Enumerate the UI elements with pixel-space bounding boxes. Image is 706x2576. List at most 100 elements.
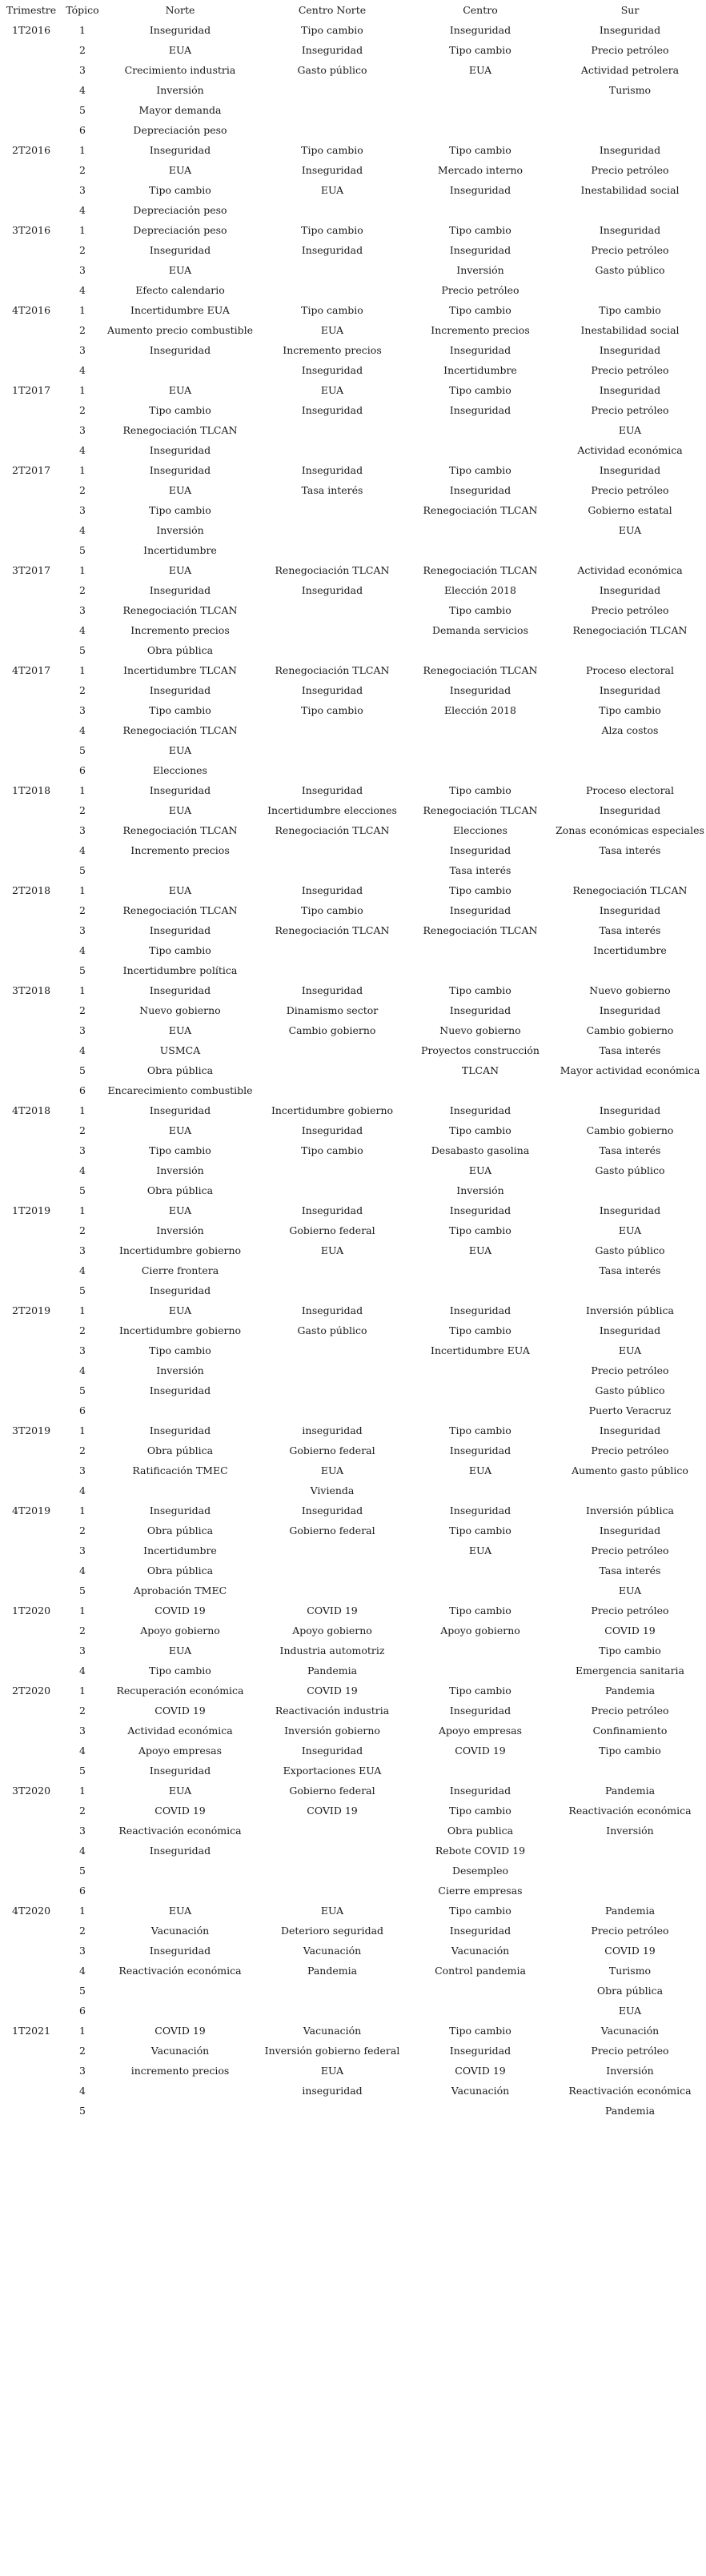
regional-topics-table: Trimestre Tópico Norte Centro Norte Cent… (0, 4, 706, 2117)
norte-cell: Obra pública (146, 1064, 214, 1076)
centro-norte-cell: Inversión gobierno (284, 1725, 380, 1737)
trimestre-cell: 4T2016 (11, 304, 51, 316)
sur-cell: Inseguridad (599, 24, 661, 36)
centro-cell (407, 420, 554, 440)
table-row: 4T2018 1 Inseguridad Incertidumbre gobierno… (0, 1100, 706, 1120)
norte-cell: USMCA (159, 1044, 201, 1056)
topico-cell: 1 (79, 784, 86, 796)
centro-norte-cell (258, 1400, 407, 1420)
norte-cell (102, 1861, 258, 1881)
norte-cell: EUA (168, 1645, 192, 1657)
centro-norte-cell: Tipo cambio (301, 304, 363, 316)
norte-cell: Apoyo gobierno (140, 1625, 220, 1637)
centro-norte-cell: EUA (320, 2065, 344, 2077)
norte-cell: Inversión (156, 524, 204, 536)
topico-cell: 4 (79, 1164, 86, 1176)
topico-cell: 5 (79, 1765, 86, 1777)
topico-cell: 5 (79, 2105, 86, 2117)
sur-cell: EUA (618, 1224, 642, 1236)
centro-norte-cell: EUA (320, 384, 344, 396)
table-row: 3 Tipo cambio Tipo cambio Elección 2018 Tipo… (0, 700, 706, 720)
centro-cell: Tasa interés (449, 864, 511, 876)
topico-cell: 1 (79, 224, 86, 236)
centro-norte-cell (258, 1040, 407, 1060)
trimestre-cell (0, 1060, 62, 1080)
centro-norte-cell (258, 1260, 407, 1280)
sur-cell: Inseguridad (599, 584, 661, 596)
trimestre-cell (0, 1641, 62, 1661)
norte-cell: Ratificación TMEC (132, 1464, 228, 1476)
centro-cell: Control pandemia (435, 1965, 526, 1977)
table-row: 4 Apoyo empresas Inseguridad COVID 19 Tipo c… (0, 1741, 706, 1761)
table-row: 4 Incremento precios Demanda servicios Rene… (0, 620, 706, 640)
table-row: 1T2018 1 Inseguridad Inseguridad Tipo cambio… (0, 780, 706, 800)
trimestre-cell (0, 1821, 62, 1841)
sur-cell: Precio petróleo (591, 1444, 669, 1456)
trimestre-cell: 1T2019 (11, 1204, 51, 1216)
topico-cell: 2 (79, 1625, 86, 1637)
sur-cell: Inversión pública (586, 1304, 674, 1316)
table-row: 4 Obra pública Tasa interés (0, 1560, 706, 1580)
trimestre-cell: 2T2017 (11, 464, 51, 476)
table-row: 2 Inseguridad Inseguridad Inseguridad Insegu… (0, 680, 706, 700)
centro-norte-cell: Gobierno federal (289, 1524, 375, 1536)
topico-cell: 5 (79, 1865, 86, 1877)
centro-norte-cell: Inseguridad (301, 404, 363, 416)
trimestre-cell (0, 640, 62, 660)
topico-cell: 4 (79, 364, 86, 376)
trimestre-cell (0, 1961, 62, 1981)
topico-cell: 2 (79, 804, 86, 816)
trimestre-cell (0, 1520, 62, 1540)
sur-cell: Aumento gasto público (572, 1464, 688, 1476)
topico-cell: 1 (79, 2025, 86, 2037)
table-row: 3 EUA Industria automotriz Tipo cambio (0, 1641, 706, 1661)
sur-cell: Alza costos (601, 724, 659, 736)
sur-cell: Proceso electoral (586, 784, 674, 796)
centro-cell: Tipo cambio (449, 1685, 511, 1697)
centro-norte-cell (258, 280, 407, 300)
topico-cell: 2 (79, 1444, 86, 1456)
table-row: 5 Inseguridad Exportaciones EUA (0, 1761, 706, 1781)
table-row: 3 EUA Cambio gobierno Nuevo gobierno Cambio … (0, 1020, 706, 1040)
topico-cell: 2 (79, 2045, 86, 2057)
topico-cell: 2 (79, 244, 86, 256)
centro-norte-cell: Vacunación (303, 2025, 362, 2037)
sur-cell (554, 1080, 706, 1100)
table-row: 4 Depreciación peso (0, 200, 706, 220)
table-row: 4 Incremento precios Inseguridad Tasa inter… (0, 840, 706, 860)
centro-norte-cell: Inseguridad (301, 1504, 363, 1516)
topico-cell: 6 (79, 1404, 86, 1416)
trimestre-cell (0, 1560, 62, 1580)
norte-cell: Incertidumbre gobierno (118, 1244, 242, 1256)
norte-cell: Renegociación TLCAN (122, 424, 238, 436)
centro-cell: Rebote COVID 19 (435, 1845, 526, 1857)
centro-cell: Apoyo gobierno (440, 1625, 520, 1637)
sur-cell: Precio petróleo (591, 364, 669, 376)
trimestre-cell (0, 800, 62, 820)
centro-norte-cell: Tasa interés (301, 484, 363, 496)
table-row: 1T2017 1 EUA EUA Tipo cambio Inseguridad (0, 380, 706, 400)
topico-cell: 3 (79, 704, 86, 716)
norte-cell: COVID 19 (154, 1805, 206, 1817)
topico-cell: 4 (79, 624, 86, 636)
sur-cell: Inseguridad (599, 384, 661, 396)
table-row: 2 Nuevo gobierno Dinamismo sector Insegurid… (0, 1000, 706, 1020)
sur-cell: Vacunación (600, 2025, 660, 2037)
norte-cell: Aumento precio combustible (106, 324, 254, 336)
sur-cell: Inseguridad (599, 1424, 661, 1436)
topico-cell: 3 (79, 184, 86, 196)
norte-cell (102, 860, 258, 880)
trimestre-cell (0, 1480, 62, 1500)
trimestre-cell (0, 720, 62, 740)
sur-cell: Tipo cambio (599, 704, 661, 716)
column-header-norte: Norte (165, 4, 195, 16)
centro-norte-cell: Tipo cambio (301, 144, 363, 156)
norte-cell: EUA (168, 44, 192, 56)
trimestre-cell (0, 680, 62, 700)
table-row: 5 Desempleo (0, 1861, 706, 1881)
table-row: 2 Aumento precio combustible EUA Incremento… (0, 320, 706, 340)
trimestre-cell (0, 940, 62, 960)
topico-cell: 5 (79, 644, 86, 656)
trimestre-cell (0, 920, 62, 940)
centro-cell: Tipo cambio (449, 1324, 511, 1336)
